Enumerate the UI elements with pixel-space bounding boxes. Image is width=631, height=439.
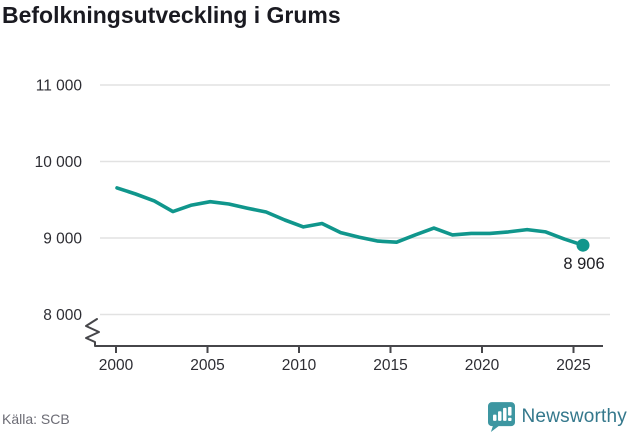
y-tick-label: 11 000 xyxy=(36,78,83,95)
x-tick-label: 2010 xyxy=(282,357,317,374)
axis-break-icon xyxy=(85,318,100,347)
x-tick-label: 2005 xyxy=(190,357,224,374)
last-point-label: 8 906 xyxy=(563,255,604,273)
last-point-dot xyxy=(576,238,590,252)
x-tick-label: 2020 xyxy=(465,357,500,374)
newsworthy-brand[interactable]: Newsworthy xyxy=(487,401,627,432)
bar-chart-speech-bubble-icon xyxy=(487,401,515,432)
source-note: Källa: SCB xyxy=(2,411,70,427)
chart-title: Befolkningsutveckling i Grums xyxy=(2,2,341,28)
brand-name: Newsworthy xyxy=(521,406,627,427)
x-tick-label: 2015 xyxy=(373,357,407,374)
y-tick-label: 10 000 xyxy=(35,154,83,171)
y-tick-label: 8 000 xyxy=(43,307,82,324)
x-tick-label: 2025 xyxy=(556,357,590,374)
y-tick-label: 9 000 xyxy=(43,231,82,248)
x-tick-label: 2000 xyxy=(99,357,134,374)
population-line xyxy=(115,186,585,247)
